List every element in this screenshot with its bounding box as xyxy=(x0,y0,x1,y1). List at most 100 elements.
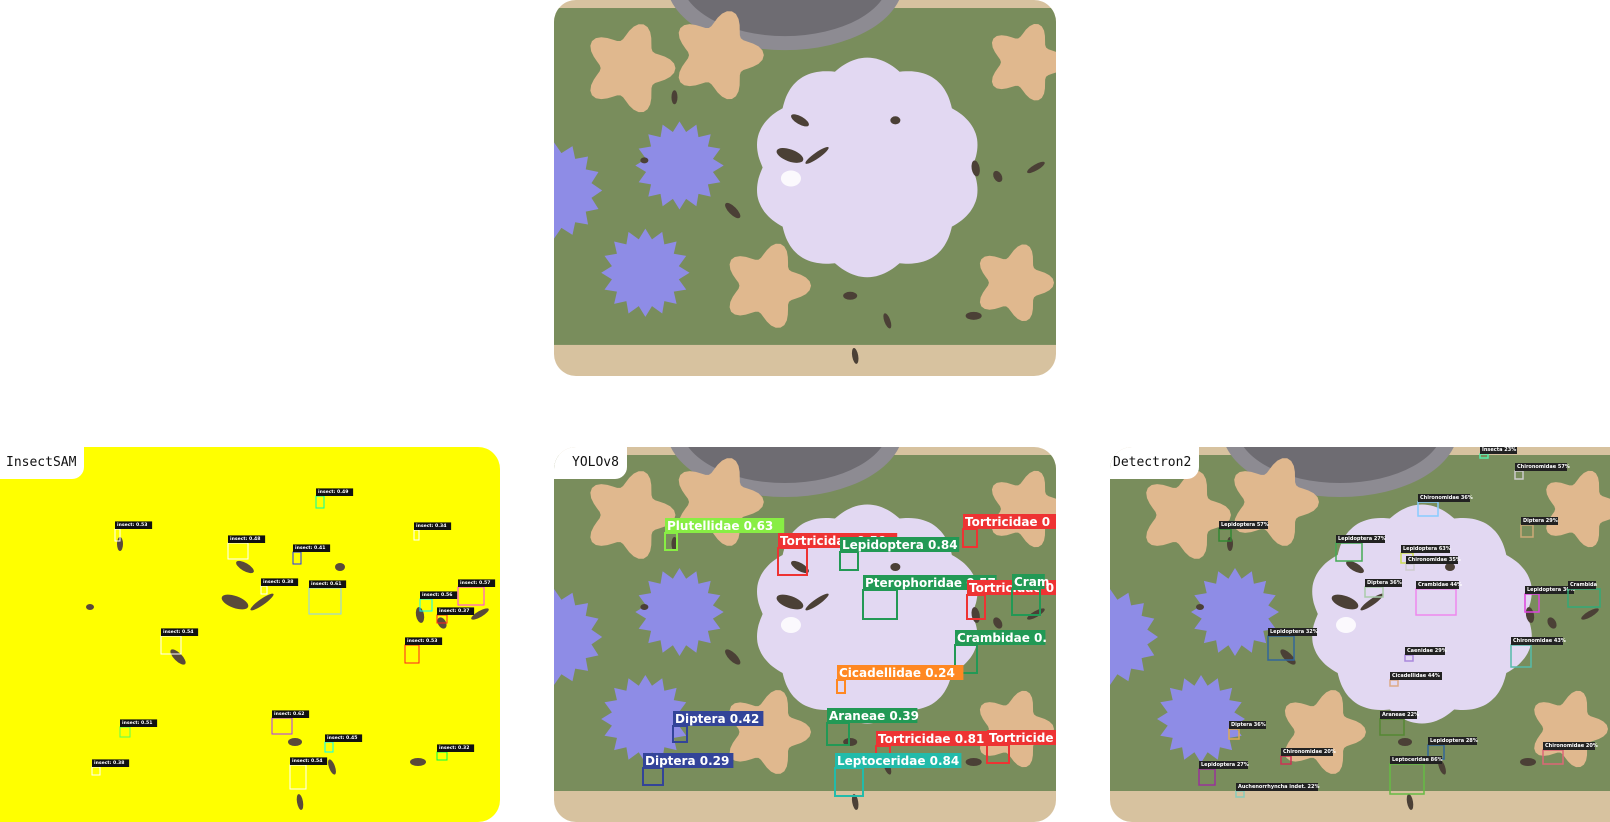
detection-label-bg xyxy=(1428,737,1477,745)
detection-label-bg xyxy=(261,578,299,586)
trap-scene xyxy=(554,447,1056,822)
yolov8-panel-title: YOLOv8 xyxy=(554,447,627,479)
detection-label: Lepidoptera 57% xyxy=(1221,522,1269,528)
detection-label-bg xyxy=(955,630,1046,645)
detection-16: insect: 0.38 xyxy=(91,759,130,776)
detection-label: insect: 0.32 xyxy=(439,745,469,751)
insect-specimen xyxy=(776,147,804,163)
insect-specimen xyxy=(1525,607,1535,623)
detection-label: Araneae 0.39 xyxy=(829,709,919,723)
detection-14: insect: 0.45 xyxy=(324,734,363,753)
light-glare xyxy=(780,170,801,187)
detection-label-bg xyxy=(437,744,475,752)
insect-specimen xyxy=(170,649,186,665)
detection-label-bg xyxy=(963,514,1056,529)
detection-label: Diptera 29% xyxy=(1523,518,1558,524)
detection-label: Diptera 36% xyxy=(1231,722,1266,728)
detection-13: insect: 0.62 xyxy=(271,710,310,735)
detection-label-bg xyxy=(290,757,328,765)
insect-specimen xyxy=(890,563,901,571)
yolov8-panel: YOLOv8 Plutellidae 0.63 Tortricidae 0.50 L… xyxy=(554,447,1056,822)
original-trap-photo xyxy=(554,0,1056,376)
detection-label: Diptera 36% xyxy=(1367,580,1402,586)
blue-flower-shape xyxy=(635,121,724,210)
detection-label-bg xyxy=(228,535,266,543)
detection-label: Chironomidae 35% xyxy=(1408,557,1461,563)
insect-specimen xyxy=(843,291,858,300)
insect-specimen xyxy=(1280,649,1296,665)
light-glare xyxy=(780,617,801,633)
detection-6: Chironomidae 35% xyxy=(1405,556,1461,571)
insect-specimen xyxy=(1027,161,1045,174)
detection-7: Crambidae 0. xyxy=(954,630,1047,674)
detection-label: insect: 0.38 xyxy=(94,760,124,766)
insect-specimen xyxy=(1398,738,1412,746)
insect-specimen xyxy=(1581,608,1599,620)
detection-label: Tortricidae 0.81 xyxy=(878,732,984,746)
detection-label-bg xyxy=(1515,463,1567,471)
detection-label: Crambida xyxy=(1570,582,1597,588)
detection-label: Leptoceridae 86% xyxy=(1392,757,1443,763)
detection-label: Diptera 0.42 xyxy=(675,712,759,726)
detection-label-bg xyxy=(316,488,354,496)
detection-label-bg xyxy=(1380,711,1417,719)
insect-specimen xyxy=(791,114,809,127)
detection-label: Pterophoridae 0.57 xyxy=(865,576,996,590)
detection-label: Tortricidae 0 xyxy=(965,515,1050,529)
detection-label: Lepidoptera 27% xyxy=(1201,762,1249,768)
detection-17: Diptera 36% xyxy=(1228,721,1266,740)
detection-label: insect: 0.54 xyxy=(163,629,193,635)
detection-label-bg xyxy=(420,591,458,599)
detection-label: Leptoceridae 0.84 xyxy=(837,754,959,768)
lilac-flower-shape xyxy=(1312,504,1532,724)
insect-specimen xyxy=(890,116,901,125)
detection-label-bg xyxy=(827,708,918,723)
detection-label-bg xyxy=(1418,494,1470,502)
detection-label: insect: 0.62 xyxy=(274,711,304,717)
detection-11: insect: 0.53 xyxy=(404,637,443,664)
detection-label: insect: 0.38 xyxy=(263,579,293,585)
insect-specimen xyxy=(236,560,254,574)
detection-label: Caenidae 29% xyxy=(1407,648,1447,654)
detection-1: insect: 0.53 xyxy=(114,521,153,542)
detection-label: Lepidoptera 28% xyxy=(1430,738,1478,744)
insect-specimen xyxy=(993,170,1003,183)
detection-12: Lepidoptera 32% xyxy=(1267,628,1318,661)
detection-label-bg xyxy=(1281,748,1333,756)
detection-22: Lepidoptera 27% xyxy=(1198,761,1249,786)
detection-label-bg xyxy=(1406,556,1458,564)
detection-21: Leptoceridae 86% xyxy=(1389,756,1443,795)
detection-10: insect: 0.54 xyxy=(160,628,199,655)
detection-4: Pterophoridae 0.57 xyxy=(862,575,997,620)
detection-20: Chironomidae 20% xyxy=(1542,742,1598,765)
blue-flower-shape xyxy=(554,142,603,239)
detection-label-bg xyxy=(325,734,363,742)
detection-label-bg xyxy=(120,719,158,727)
detection-label-bg xyxy=(92,759,130,767)
detection-8: insect: 0.57 xyxy=(457,579,496,606)
detection-label: insect: 0.37 xyxy=(439,608,469,614)
detection-2: Chironomidae 36% xyxy=(1417,494,1473,517)
blue-flower-shape xyxy=(601,675,690,763)
detection-label: Crambidae 0. xyxy=(957,631,1047,645)
insect-specimen xyxy=(791,560,809,574)
insect-specimen xyxy=(296,794,304,810)
insect-specimen xyxy=(725,649,741,665)
insect-specimen xyxy=(965,311,982,320)
detection-label: Cicadellidae 0.24 xyxy=(839,666,955,680)
detection-label: insect: 0.61 xyxy=(311,581,341,587)
detection-12: insect: 0.51 xyxy=(119,719,158,738)
detection-9: Diptera 0.42 xyxy=(672,711,764,743)
detection-7: Diptera 29% xyxy=(1520,517,1558,538)
insect-specimen xyxy=(335,563,345,571)
detectron2-detection-image: Insecta 23% Chironomidae 57% Chironomidae … xyxy=(1110,447,1610,822)
insect-specimen xyxy=(1227,537,1233,551)
blue-flower-shape xyxy=(635,568,724,656)
tan-flower-shape xyxy=(678,11,764,100)
insect-specimen xyxy=(1520,758,1536,766)
detection-label: insect: 0.45 xyxy=(327,735,357,741)
insect-specimen xyxy=(671,90,678,105)
detection-label-bg xyxy=(837,665,964,680)
detection-label: insect: 0.41 xyxy=(295,545,325,551)
detection-label-bg xyxy=(643,753,734,768)
